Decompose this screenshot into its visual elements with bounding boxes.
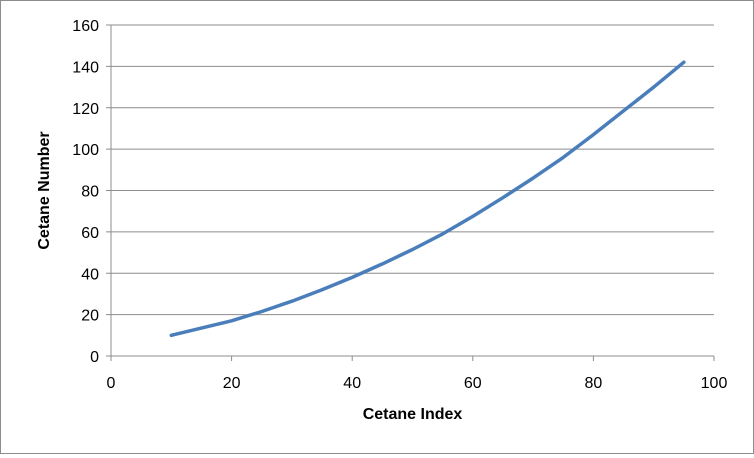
x-tick-label-0: 0: [107, 375, 116, 392]
axes: [106, 24, 715, 361]
y-tick-label-140: 140: [72, 59, 99, 76]
y-tick-label-120: 120: [72, 101, 99, 118]
y-axis-title: Cetane Number: [36, 131, 53, 249]
x-tick-label-60: 60: [464, 375, 482, 392]
x-axis-title: Cetane Index: [363, 406, 463, 423]
x-tick-label-80: 80: [585, 375, 603, 392]
y-tick-label-160: 160: [72, 18, 99, 35]
gridlines: [111, 24, 714, 316]
x-tick-label-100: 100: [701, 375, 728, 392]
series: [169, 60, 686, 338]
series-line-1: [169, 60, 686, 338]
x-tick-label-20: 20: [223, 375, 241, 392]
y-tick-label-100: 100: [72, 142, 99, 159]
y-tick-label-40: 40: [81, 266, 99, 283]
y-tick-label-0: 0: [90, 349, 99, 366]
tick-labels: 0 20 40 60 80 100 120 140 160 0 20 40 60 80 100: [72, 18, 727, 392]
y-tick-label-20: 20: [81, 308, 99, 325]
x-tick-label-40: 40: [343, 375, 361, 392]
y-tick-label-80: 80: [81, 184, 99, 201]
y-tick-label-60: 60: [81, 225, 99, 242]
